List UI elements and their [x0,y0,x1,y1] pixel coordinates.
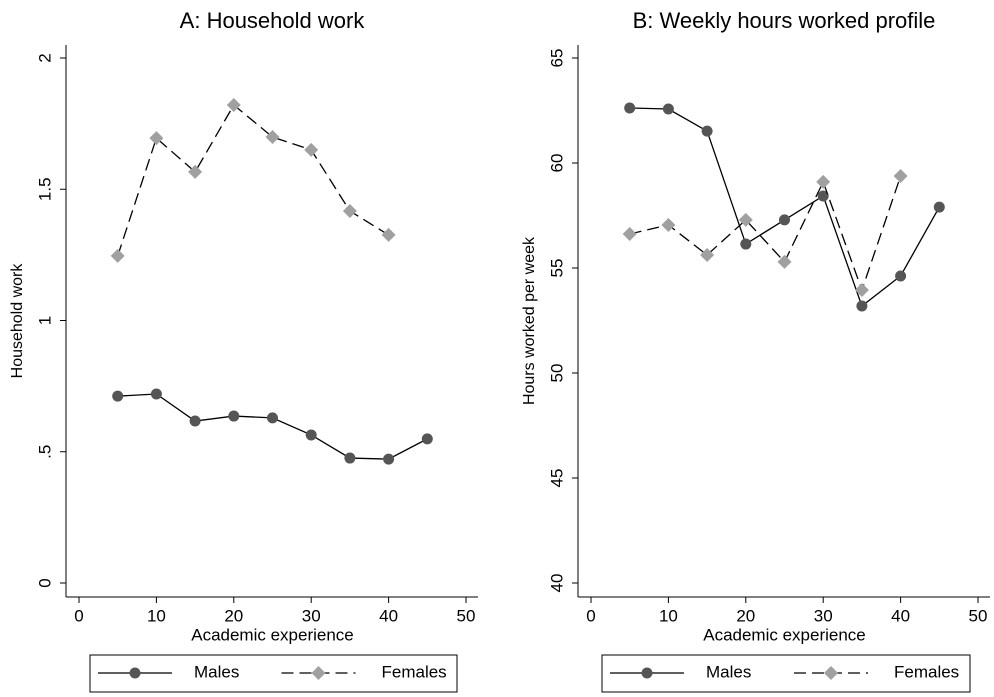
y-tick-label: 1.5 [35,177,54,201]
y-tick-label: 60 [547,154,566,173]
marker [129,667,141,679]
y-tick-label: 50 [547,364,566,383]
x-tick-label: 0 [74,606,83,625]
marker [149,131,164,146]
series-line [629,175,902,293]
marker [856,300,868,312]
series-line [117,393,428,460]
marker [641,667,653,679]
marker [110,248,125,263]
y-tick-label: 2 [35,53,54,62]
marker [381,227,396,242]
marker [189,415,201,427]
y-tick-label: .5 [35,445,54,459]
y-tick-label: 0 [35,578,54,587]
x-tick-label: 0 [586,606,595,625]
x-axis-title: Academic experience [703,625,866,644]
marker [344,452,356,464]
marker [824,666,838,680]
marker [112,390,124,402]
y-tick-label: 1 [35,316,54,325]
x-tick-label: 20 [224,606,243,625]
marker [311,666,326,680]
x-tick-label: 50 [457,606,476,625]
marker [700,247,715,262]
x-tick-label: 10 [659,606,678,625]
marker [779,214,790,226]
panel: B: Weekly hours worked profile 40 45 50 55 60… [521,8,990,693]
chart-title: B: Weekly hours worked profile [633,8,936,33]
marker [701,125,713,137]
marker [304,142,319,157]
marker [854,283,869,298]
marker [265,130,280,145]
x-tick-label: 40 [891,606,910,625]
marker [816,174,831,189]
marker [817,190,829,202]
marker [383,453,395,465]
series-line [629,107,940,308]
marker [150,388,162,400]
marker [305,429,317,441]
marker [740,238,752,250]
x-tick-label: 30 [814,606,833,625]
series-line [117,103,389,257]
marker [267,412,278,424]
y-axis-title: Household work [9,263,26,379]
marker [893,169,908,184]
chart-title: A: Household work [180,8,366,33]
legend-label: Males [194,662,239,681]
y-tick-label: 45 [547,469,566,488]
x-tick-label: 10 [147,606,166,625]
y-tick-label: 65 [547,49,566,68]
marker [933,201,945,213]
x-tick-label: 30 [302,606,321,625]
marker [226,97,241,112]
x-tick-label: 40 [379,606,398,625]
marker [624,102,636,114]
y-tick-label: 55 [547,259,566,278]
marker [622,226,637,241]
marker [661,217,676,232]
y-tick-label: 40 [547,574,566,593]
x-axis-title: Academic experience [191,625,354,644]
marker [342,204,357,219]
legend-label: Females [894,662,959,681]
marker [421,433,433,445]
x-tick-label: 20 [736,606,755,625]
x-tick-label: 50 [969,606,988,625]
marker [228,410,240,422]
marker [895,270,907,282]
legend-label: Females [382,662,447,681]
legend-label: Males [706,662,751,681]
marker [188,164,203,179]
y-axis-title: Hours worked per week [521,236,538,405]
marker [738,212,753,227]
marker [777,254,792,269]
marker [662,103,674,115]
